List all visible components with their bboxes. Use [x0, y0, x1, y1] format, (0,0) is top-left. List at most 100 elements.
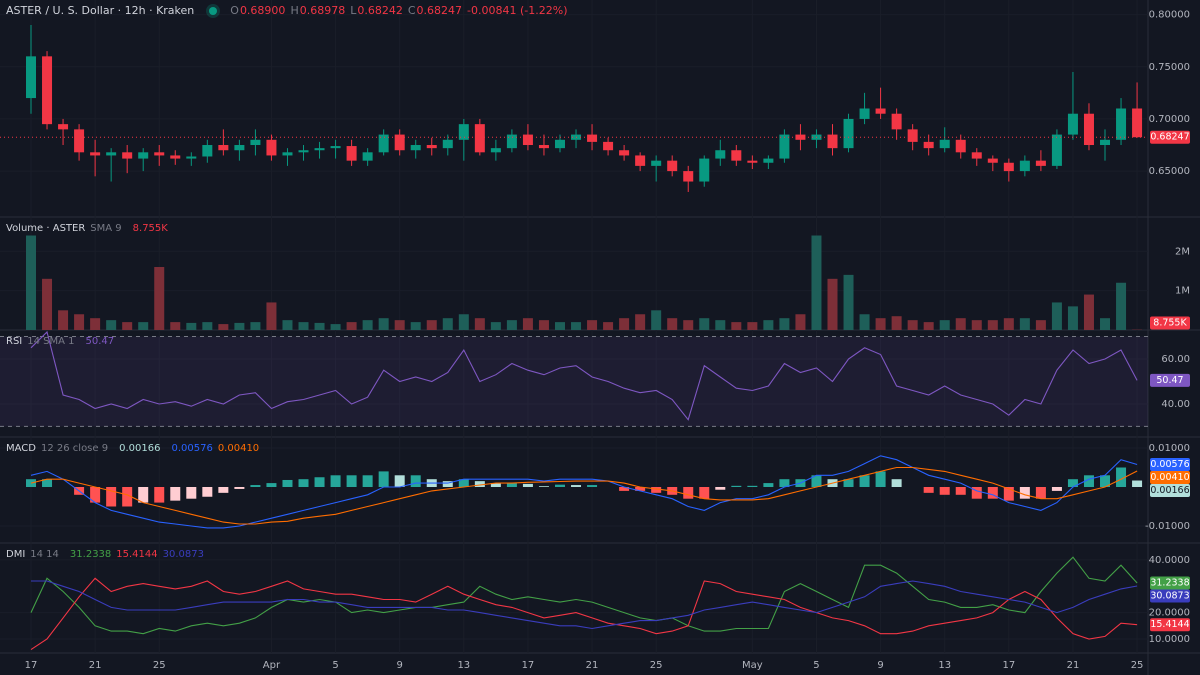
- volume-bar: [186, 322, 197, 330]
- candle-body: [1116, 108, 1127, 140]
- volume-bar: [747, 322, 758, 330]
- volume-bar: [218, 324, 229, 330]
- histogram-bar: [506, 483, 517, 487]
- candle-body: [923, 141, 934, 149]
- y-tick-label: -0.01000: [1145, 521, 1190, 532]
- histogram-bar: [330, 475, 341, 487]
- volume-bar: [234, 322, 245, 330]
- panel-params: 14 SMA 1: [27, 336, 75, 347]
- volume-bar: [314, 322, 325, 330]
- y-tick-label: 0.75000: [1149, 62, 1190, 73]
- volume-bar: [667, 318, 678, 330]
- volume-bar: [587, 320, 598, 330]
- y-tick-label: 0.70000: [1149, 114, 1190, 125]
- y-tick-label: 20.0000: [1149, 608, 1190, 619]
- volume-bar: [651, 310, 662, 330]
- candle-body: [1132, 108, 1143, 138]
- volume-bar: [90, 318, 101, 330]
- histogram-bar: [939, 486, 950, 495]
- volume-bar: [843, 274, 854, 330]
- x-tick-label: 25: [650, 660, 663, 671]
- volume-bar: [170, 322, 181, 330]
- ohlc-label: H: [290, 4, 299, 17]
- volume-bar: [699, 318, 710, 330]
- histogram-bar: [442, 481, 453, 487]
- histogram-bar: [923, 486, 934, 493]
- panel-value: 8.755K: [132, 223, 168, 234]
- histogram-bar: [1019, 486, 1030, 499]
- volume-bar: [458, 314, 469, 330]
- histogram-bar: [683, 486, 694, 499]
- volume-bar: [1116, 282, 1127, 330]
- histogram-bar: [651, 486, 662, 493]
- x-tick-label: 25: [1131, 660, 1144, 671]
- histogram-bar: [1083, 475, 1094, 487]
- candle-body: [426, 145, 437, 149]
- candle-body: [106, 152, 117, 156]
- value-box-label: 31.2338: [1150, 578, 1189, 589]
- candle-body: [619, 150, 630, 156]
- histogram-bar: [571, 485, 582, 487]
- histogram-bar: [971, 486, 982, 499]
- volume-bar: [635, 314, 646, 330]
- candle-body: [1067, 113, 1078, 135]
- value-box-label: 0.00576: [1150, 459, 1189, 470]
- x-tick-label: 21: [89, 660, 102, 671]
- candle-body: [1019, 160, 1030, 172]
- histogram-bar: [587, 485, 598, 487]
- x-tick-label: 9: [877, 660, 883, 671]
- volume-bar: [122, 322, 133, 330]
- volume-bar: [603, 322, 614, 330]
- y-tick-label: 2M: [1175, 246, 1190, 257]
- histogram-bar: [731, 485, 742, 487]
- x-tick-label: Apr: [263, 660, 281, 671]
- volume-bar: [394, 320, 405, 330]
- band-fill: [0, 336, 1148, 427]
- indicator-line: [31, 580, 1138, 630]
- candle-body: [378, 134, 389, 153]
- histogram-bar: [378, 471, 389, 487]
- candle-body: [314, 148, 325, 151]
- y-tick-label: 0.01000: [1149, 443, 1190, 454]
- change-value: -0.00841 (-1.22%): [467, 4, 568, 17]
- ohlc-value: 0.68978: [299, 4, 346, 17]
- value-box-label: 15.4144: [1150, 619, 1189, 630]
- value-box: [1150, 618, 1190, 632]
- histogram-bar: [715, 486, 726, 490]
- candle-body: [330, 146, 341, 149]
- candle-body: [1083, 113, 1094, 146]
- y-tick-label: 40.0000: [1149, 555, 1190, 566]
- value-box-label: 0.00410: [1150, 472, 1189, 483]
- histogram-bar: [282, 479, 293, 487]
- histogram-bar: [635, 486, 646, 491]
- candle-body: [987, 158, 998, 163]
- value-box: [1150, 316, 1190, 330]
- volume-bar: [282, 320, 293, 330]
- histogram-bar: [1067, 479, 1078, 487]
- value-box-label: 30.0873: [1150, 591, 1189, 602]
- volume-bar: [955, 318, 966, 330]
- histogram-bar: [42, 479, 53, 487]
- volume-bar: [891, 316, 902, 330]
- ohlc-label: C: [407, 4, 416, 17]
- volume-bar: [26, 235, 36, 330]
- x-tick-label: 17: [522, 660, 535, 671]
- status-dot: [209, 6, 218, 15]
- value-box: [1150, 373, 1190, 387]
- value-box-label: 50.47: [1156, 375, 1183, 386]
- volume-bar: [1003, 318, 1014, 330]
- value-box: [1150, 458, 1190, 472]
- panel-title: MACD: [6, 443, 36, 454]
- volume-bar: [939, 320, 950, 330]
- histogram-bar: [891, 479, 902, 487]
- x-tick-label: 5: [332, 660, 338, 671]
- x-tick-label: 21: [586, 660, 599, 671]
- volume-bar: [571, 322, 582, 330]
- x-tick-label: 5: [813, 660, 819, 671]
- volume-bar: [410, 322, 421, 330]
- panel-value: 0.00410: [217, 443, 260, 454]
- x-tick-label: May: [742, 660, 763, 671]
- histogram-bar: [362, 475, 373, 487]
- candle-body: [779, 134, 790, 159]
- candle-body: [699, 158, 710, 182]
